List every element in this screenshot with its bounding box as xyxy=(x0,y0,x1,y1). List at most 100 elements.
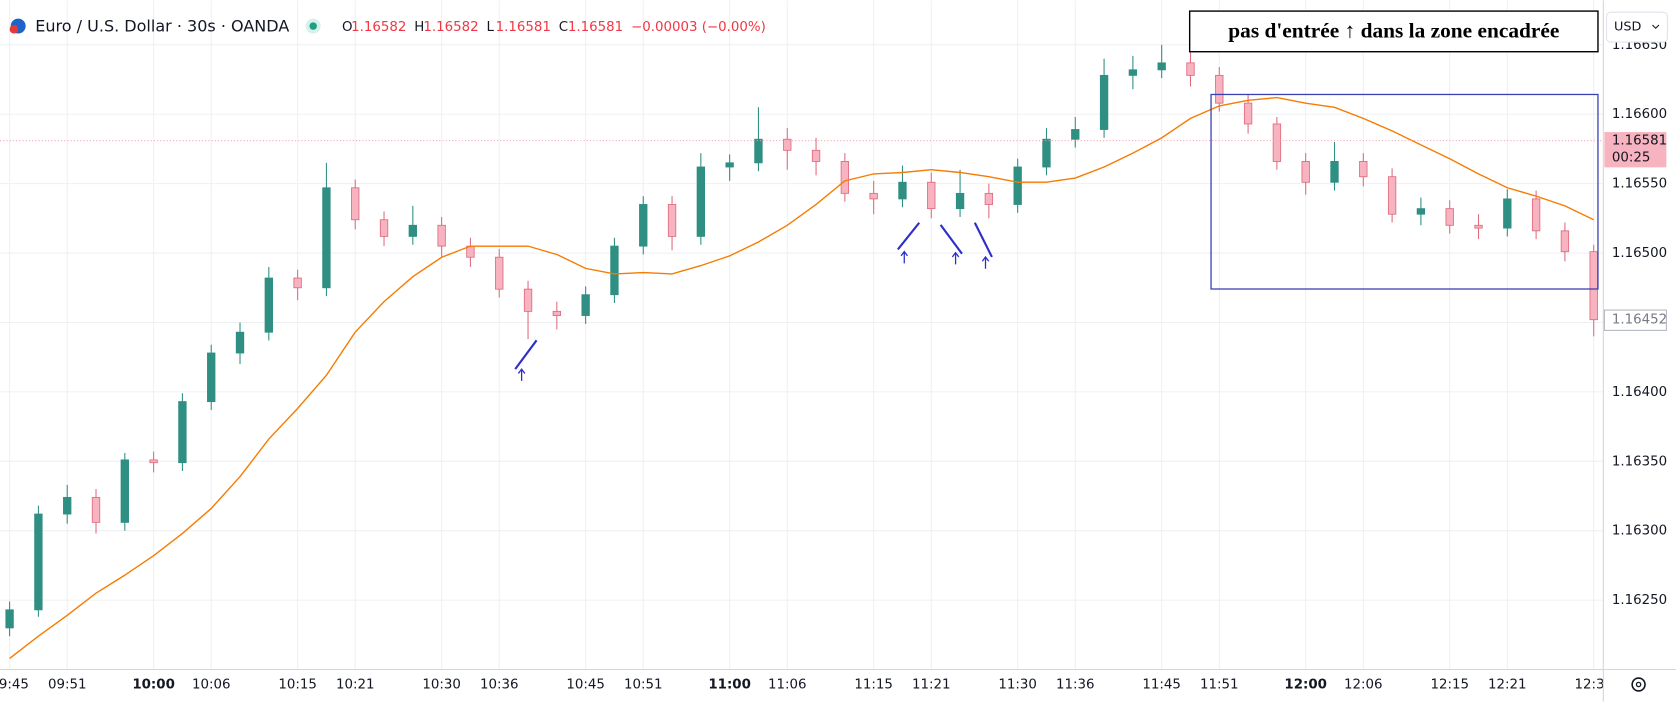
x-tick-label: 11:30 xyxy=(998,677,1037,692)
candle-body xyxy=(869,192,878,200)
candle-body xyxy=(523,288,533,312)
price-label: 1.16452 xyxy=(1612,313,1667,328)
annotation-frame xyxy=(1188,10,1599,53)
x-tick-label: 12:06 xyxy=(1344,677,1382,692)
x-tick-label: 09:45 xyxy=(0,677,29,692)
candle-body xyxy=(1301,161,1310,183)
ohlc-key: L xyxy=(487,20,495,35)
ohlc-value: 1.16582 xyxy=(423,20,478,35)
symbol-title: Euro / U.S. Dollar · 30s · OANDA xyxy=(35,17,289,36)
candle-body xyxy=(1186,62,1195,76)
candle-body xyxy=(34,513,43,611)
moving-average xyxy=(9,96,1594,659)
settings-button[interactable] xyxy=(1631,677,1646,692)
candle-body xyxy=(322,187,331,289)
x-tick-label: 12:15 xyxy=(1430,677,1468,692)
y-tick-label: 1.16250 xyxy=(1612,593,1667,608)
candle-body xyxy=(927,181,936,210)
currency-button-frame[interactable] xyxy=(1605,11,1668,43)
header: Euro / U.S. Dollar · 30s · OANDA O1.1658… xyxy=(9,17,766,36)
settings-icon[interactable] xyxy=(1635,681,1642,688)
candle-body xyxy=(1503,198,1512,229)
candle-body xyxy=(495,256,504,290)
candle-body xyxy=(667,204,677,237)
candle-body xyxy=(1099,74,1109,130)
market-status xyxy=(309,22,317,30)
candle-body xyxy=(840,161,850,194)
x-tick-label: 10:51 xyxy=(624,677,663,692)
candle-body xyxy=(120,459,129,523)
candle-body xyxy=(1387,176,1397,215)
candle-body xyxy=(351,187,360,221)
annotation-arrow xyxy=(517,368,526,381)
x-tick-label: 11:51 xyxy=(1200,677,1238,692)
candle-body xyxy=(581,294,590,316)
price-label-box xyxy=(1604,132,1667,168)
price-axis: 1.162501.163001.163501.164001.164501.165… xyxy=(1603,38,1667,608)
ohlc-value: 1.16581 xyxy=(568,20,623,35)
dropdown-icon[interactable] xyxy=(1652,24,1660,29)
x-tick-label: 12:21 xyxy=(1488,677,1526,692)
candle-body xyxy=(178,401,187,464)
annotation-arrow xyxy=(951,251,960,265)
candle-body xyxy=(1042,138,1051,168)
symbol-icon xyxy=(9,24,19,34)
x-tick-label: 12:00 xyxy=(1284,677,1327,692)
ohlc-key: O xyxy=(342,20,353,35)
settings-icon[interactable] xyxy=(1631,677,1646,692)
candle-body xyxy=(1416,208,1426,215)
candle-body xyxy=(1474,224,1483,229)
x-tick-label: 10:15 xyxy=(278,677,317,692)
x-tick-label: 10:45 xyxy=(566,677,605,692)
countdown-label: 00:25 xyxy=(1612,151,1651,166)
candle-body xyxy=(552,310,562,316)
x-tick-label: 11:36 xyxy=(1056,677,1095,692)
candle-body xyxy=(984,192,994,205)
y-tick-label: 1.16550 xyxy=(1612,177,1667,192)
x-tick-label: 10:36 xyxy=(480,677,519,692)
x-tick-label: 10:06 xyxy=(192,677,230,692)
candle-body xyxy=(1215,74,1224,104)
candle-body xyxy=(725,162,734,168)
candle-body xyxy=(610,245,619,296)
annotation-text: pas d'entrée ↑ dans la zone encadrée xyxy=(1228,18,1559,42)
price-label: 1.16581 xyxy=(1612,134,1667,149)
y-tick-label: 1.16300 xyxy=(1612,524,1667,539)
currency-button[interactable]: USD xyxy=(1605,11,1668,43)
candle-body xyxy=(754,138,763,164)
candle-body xyxy=(264,277,273,333)
y-tick-label: 1.16500 xyxy=(1612,246,1667,261)
x-tick-label: 11:06 xyxy=(768,677,807,692)
x-tick-label: 11:00 xyxy=(708,677,751,692)
x-tick-label: 10:00 xyxy=(132,677,175,692)
y-tick-label: 1.16600 xyxy=(1612,107,1667,122)
annotation-stroke xyxy=(897,222,921,251)
candle-body xyxy=(1531,198,1541,232)
annotation-box xyxy=(1210,93,1599,290)
x-tick-label: 11:15 xyxy=(854,677,893,692)
candle-body xyxy=(696,166,706,237)
annotations xyxy=(514,93,1599,381)
candle-body xyxy=(1330,161,1339,183)
x-tick-label: 10:21 xyxy=(336,677,375,692)
x-tick-label: 09:51 xyxy=(48,677,87,692)
candle-body xyxy=(207,352,216,403)
candle-body xyxy=(1589,251,1598,321)
candle-body xyxy=(235,331,245,354)
candle-body xyxy=(1013,166,1022,205)
ohlc-value: 1.16582 xyxy=(351,20,406,35)
candle-body xyxy=(437,224,446,247)
currency-label[interactable]: USD xyxy=(1614,20,1642,35)
candle-body xyxy=(639,204,648,247)
ohlc-key: C xyxy=(559,20,568,35)
candle-body xyxy=(898,181,907,200)
candle-body xyxy=(1071,129,1080,140)
candle-body xyxy=(63,496,72,515)
candle-body xyxy=(1243,102,1253,125)
candle-body xyxy=(293,277,302,289)
candle-body xyxy=(1272,123,1282,162)
annotation-title: pas d'entrée ↑ dans la zone encadrée xyxy=(1188,10,1599,53)
candle-body xyxy=(1128,69,1138,76)
